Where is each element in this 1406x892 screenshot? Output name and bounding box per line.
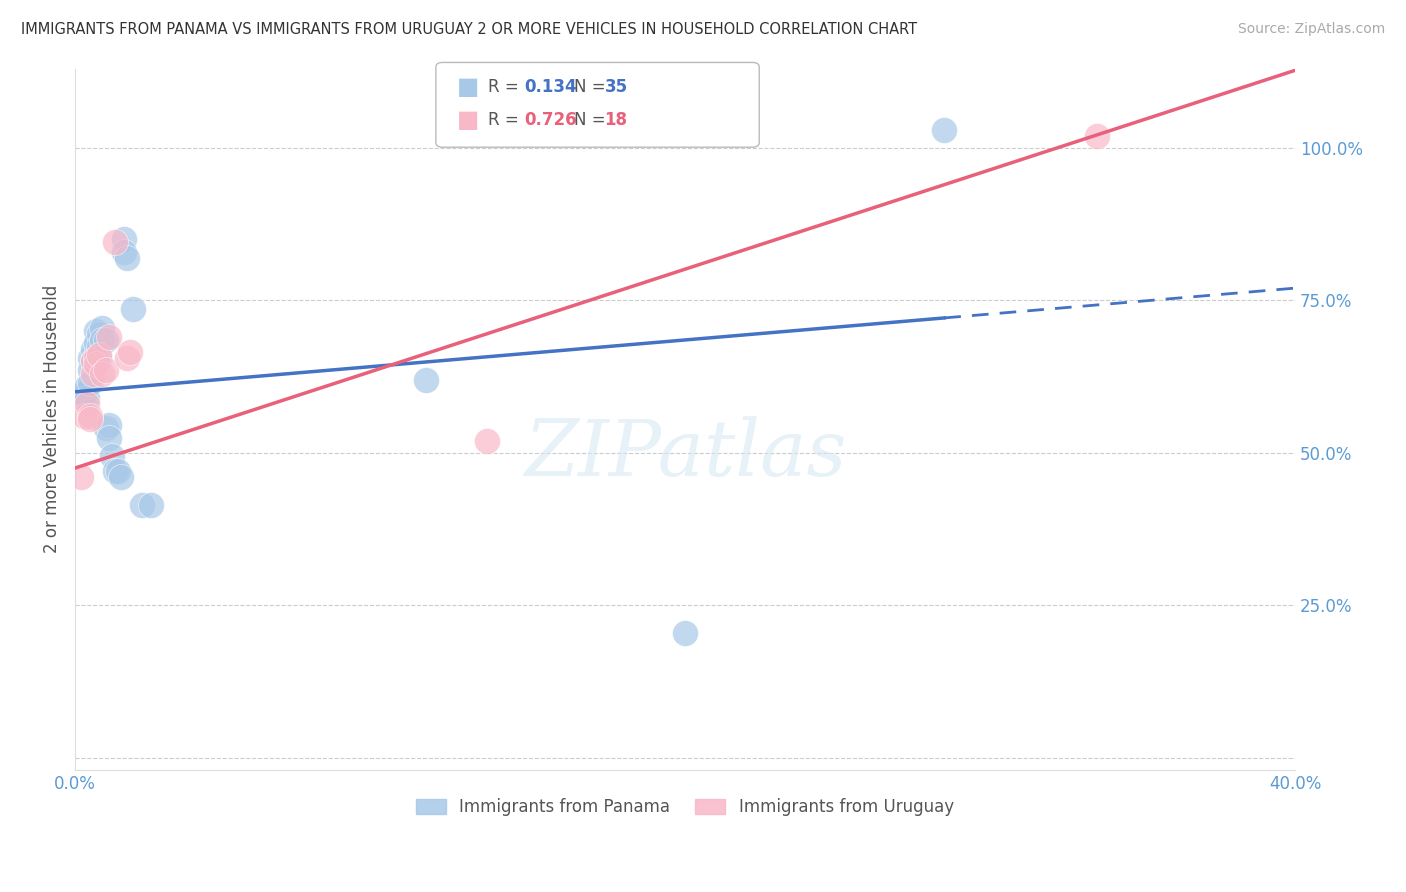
Point — [86, 351, 108, 366]
Point — [79, 412, 101, 426]
Point — [76, 391, 98, 405]
Point — [475, 434, 498, 448]
Text: R =: R = — [488, 78, 524, 95]
Point — [122, 302, 145, 317]
Text: ■: ■ — [457, 109, 479, 132]
Point — [131, 498, 153, 512]
Point — [79, 409, 101, 424]
Point — [86, 357, 108, 371]
Point — [100, 449, 122, 463]
Point — [934, 122, 956, 136]
Point — [89, 348, 111, 362]
Point — [115, 251, 138, 265]
Point — [94, 421, 117, 435]
Point — [79, 363, 101, 377]
Point — [86, 324, 108, 338]
Point — [107, 464, 129, 478]
Text: N =: N = — [574, 112, 610, 129]
Point — [110, 470, 132, 484]
Point — [79, 351, 101, 366]
Text: ZIPatlas: ZIPatlas — [524, 417, 846, 492]
Point — [97, 431, 120, 445]
Point — [673, 625, 696, 640]
Point — [94, 363, 117, 377]
Text: 0.726: 0.726 — [524, 112, 576, 129]
Point — [112, 244, 135, 259]
Point — [94, 333, 117, 347]
Text: N =: N = — [574, 78, 610, 95]
Point — [86, 348, 108, 362]
Point — [118, 345, 141, 359]
Point — [86, 336, 108, 351]
Point — [70, 388, 93, 402]
Text: Source: ZipAtlas.com: Source: ZipAtlas.com — [1237, 22, 1385, 37]
Point — [82, 354, 104, 368]
Text: 18: 18 — [605, 112, 627, 129]
Text: R =: R = — [488, 112, 524, 129]
Point — [141, 498, 163, 512]
Point — [76, 397, 98, 411]
Point — [112, 232, 135, 246]
Text: 0.134: 0.134 — [524, 78, 576, 95]
Point — [82, 354, 104, 368]
Point — [91, 320, 114, 334]
Point — [91, 367, 114, 381]
Point — [115, 351, 138, 366]
Point — [97, 330, 120, 344]
Y-axis label: 2 or more Vehicles in Household: 2 or more Vehicles in Household — [44, 285, 60, 553]
Text: ■: ■ — [457, 75, 479, 98]
Point — [79, 376, 101, 390]
Point — [1085, 128, 1108, 143]
Point — [91, 333, 114, 347]
Point — [73, 409, 96, 424]
Text: IMMIGRANTS FROM PANAMA VS IMMIGRANTS FROM URUGUAY 2 OR MORE VEHICLES IN HOUSEHOL: IMMIGRANTS FROM PANAMA VS IMMIGRANTS FRO… — [21, 22, 917, 37]
Point — [89, 326, 111, 341]
Point — [73, 388, 96, 402]
Point — [89, 339, 111, 353]
Point — [82, 342, 104, 356]
Point — [73, 388, 96, 402]
Point — [76, 378, 98, 392]
Point — [97, 418, 120, 433]
Point — [415, 373, 437, 387]
Point — [70, 470, 93, 484]
Point — [89, 351, 111, 366]
Point — [82, 367, 104, 381]
Point — [104, 235, 127, 250]
Legend: Immigrants from Panama, Immigrants from Uruguay: Immigrants from Panama, Immigrants from … — [408, 790, 962, 825]
Text: 35: 35 — [605, 78, 627, 95]
Point — [104, 464, 127, 478]
